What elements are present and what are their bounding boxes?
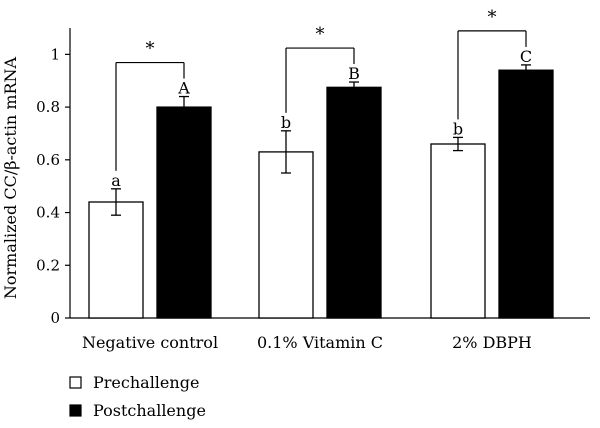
annotations-layer: a A * b B * b C * xyxy=(111,7,532,190)
category-label: Negative control xyxy=(82,333,218,352)
y-tick-label: 0 xyxy=(50,309,60,327)
significance-star: * xyxy=(488,7,497,28)
y-tick-label: 0.2 xyxy=(36,256,60,274)
bar-prechallenge xyxy=(430,143,486,319)
y-tick-label: 0.4 xyxy=(36,204,60,222)
legend: Prechallenge Postchallenge xyxy=(69,373,206,420)
category-label: 0.1% Vitamin C xyxy=(257,333,383,352)
y-tick-label: 0.8 xyxy=(36,98,60,116)
significance-letter: A xyxy=(177,79,190,98)
significance-star: * xyxy=(146,39,155,60)
bar-prechallenge xyxy=(258,151,314,319)
significance-letter: C xyxy=(520,47,532,66)
significance-letter: B xyxy=(348,64,360,83)
legend-label-postchallenge: Postchallenge xyxy=(93,401,206,420)
bar-postchallenge xyxy=(326,86,382,319)
legend-label-prechallenge: Prechallenge xyxy=(93,373,199,392)
significance-letter: a xyxy=(111,171,121,190)
category-label: 2% DBPH xyxy=(452,333,532,352)
significance-letter: b xyxy=(281,113,291,132)
legend-swatch-postchallenge xyxy=(69,404,82,417)
legend-swatch-prechallenge xyxy=(69,376,82,389)
bar-prechallenge xyxy=(88,201,144,319)
bar-postchallenge xyxy=(498,69,554,319)
y-tick-label: 0.6 xyxy=(36,151,60,169)
bar-postchallenge xyxy=(156,106,212,319)
bars-layer xyxy=(88,64,554,319)
y-axis-title: Normalized CC/β-actin mRNA xyxy=(1,56,20,299)
axes-layer: 0 0.2 0.4 0.6 0.8 1 Normalized CC/β-actin mRNA… xyxy=(1,28,590,352)
y-tick-label: 1 xyxy=(50,45,60,63)
significance-letter: b xyxy=(453,119,463,138)
significance-star: * xyxy=(316,24,325,45)
